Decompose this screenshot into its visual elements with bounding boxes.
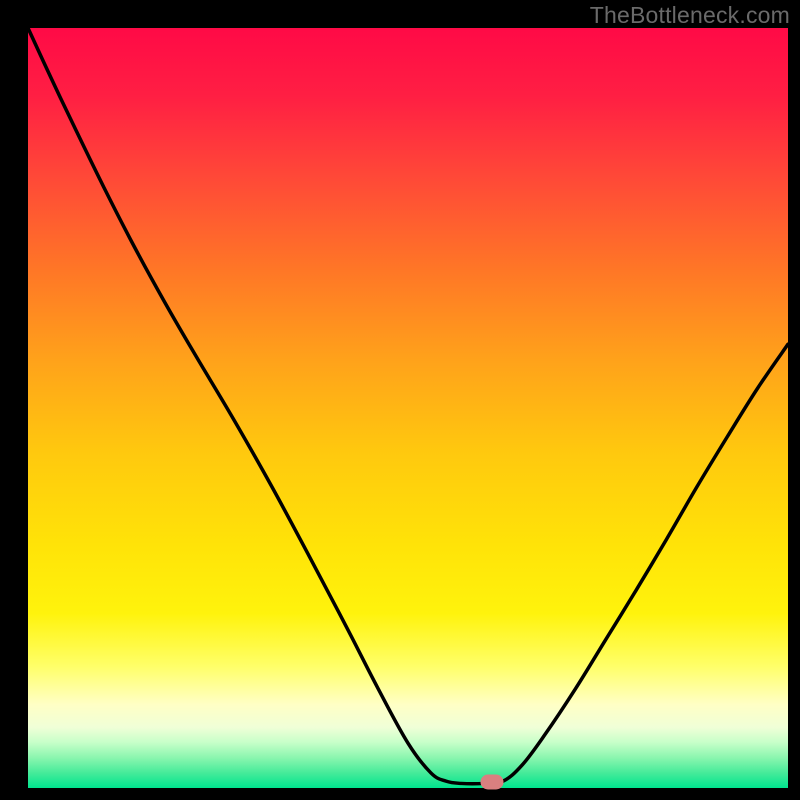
bottleneck-curve-path (28, 28, 788, 784)
optimal-marker (480, 774, 503, 789)
bottleneck-curve (28, 28, 788, 788)
chart-stage: TheBottleneck.com (0, 0, 800, 800)
watermark-text: TheBottleneck.com (590, 2, 790, 29)
plot-area (28, 28, 788, 788)
